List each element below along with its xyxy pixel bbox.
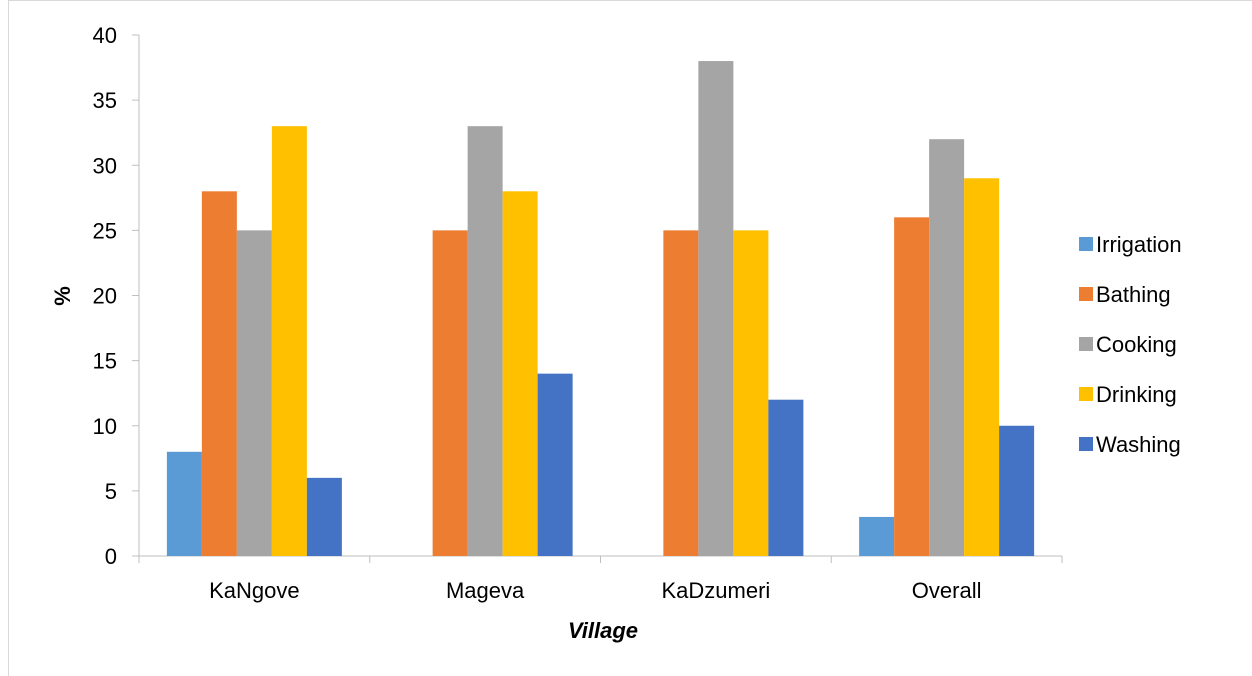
bar-bathing-kangove xyxy=(201,191,237,557)
chart-frame xyxy=(8,0,1252,676)
bar-irrigation-overall xyxy=(859,516,895,556)
bar-cooking-kangove xyxy=(236,230,272,556)
legend-label-bathing: Bathing xyxy=(1096,282,1171,307)
legend-swatch-washing xyxy=(1079,437,1093,451)
bar-cooking-mageva xyxy=(467,126,503,557)
y-tick-label: 15 xyxy=(93,349,117,374)
bar-bathing-overall xyxy=(894,217,930,556)
bar-irrigation-kangove xyxy=(166,451,202,556)
legend-swatch-irrigation xyxy=(1079,237,1093,251)
y-tick-label: 5 xyxy=(105,479,117,504)
legend-label-cooking: Cooking xyxy=(1096,332,1177,357)
bar-drinking-kangove xyxy=(271,126,307,557)
bar-cooking-overall xyxy=(929,139,965,556)
bar-drinking-kadzumeri xyxy=(733,230,769,556)
legend-swatch-bathing xyxy=(1079,287,1093,301)
y-tick-label: 40 xyxy=(93,23,117,48)
legend-label-drinking: Drinking xyxy=(1096,382,1177,407)
bar-washing-kangove xyxy=(306,477,342,556)
y-axis-title: % xyxy=(50,286,75,306)
legend-swatch-cooking xyxy=(1079,337,1093,351)
bar-bathing-kadzumeri xyxy=(663,230,699,556)
y-tick-label: 0 xyxy=(105,544,117,569)
y-tick-label: 10 xyxy=(93,414,117,439)
x-tick-label: KaNgove xyxy=(209,578,300,603)
bar-washing-kadzumeri xyxy=(768,399,804,556)
y-tick-label: 30 xyxy=(93,153,117,178)
legend-label-washing: Washing xyxy=(1096,432,1181,457)
y-axis: 0 5 10 15 20 25 30 35 40 xyxy=(93,23,140,569)
bar-washing-overall xyxy=(999,425,1035,556)
bar-drinking-overall xyxy=(964,178,1000,556)
x-tick-label: KaDzumeri xyxy=(661,578,770,603)
y-tick-label: 35 xyxy=(93,88,117,113)
legend-swatch-drinking xyxy=(1079,387,1093,401)
x-tick-label: Overall xyxy=(912,578,982,603)
x-axis-title: Village xyxy=(568,618,638,643)
x-axis: KaNgove Mageva KaDzumeri Overall xyxy=(138,555,1063,603)
bar-cooking-kadzumeri xyxy=(698,61,734,557)
bars xyxy=(166,61,1035,557)
bar-bathing-mageva xyxy=(432,230,468,556)
legend-label-irrigation: Irrigation xyxy=(1096,232,1182,257)
x-tick-label: Mageva xyxy=(446,578,525,603)
bar-washing-mageva xyxy=(537,373,573,556)
y-tick-label: 20 xyxy=(93,284,117,309)
bar-drinking-mageva xyxy=(502,191,538,557)
legend: Irrigation Bathing Cooking Drinking Washing xyxy=(1079,232,1182,457)
y-tick-label: 25 xyxy=(93,218,117,243)
